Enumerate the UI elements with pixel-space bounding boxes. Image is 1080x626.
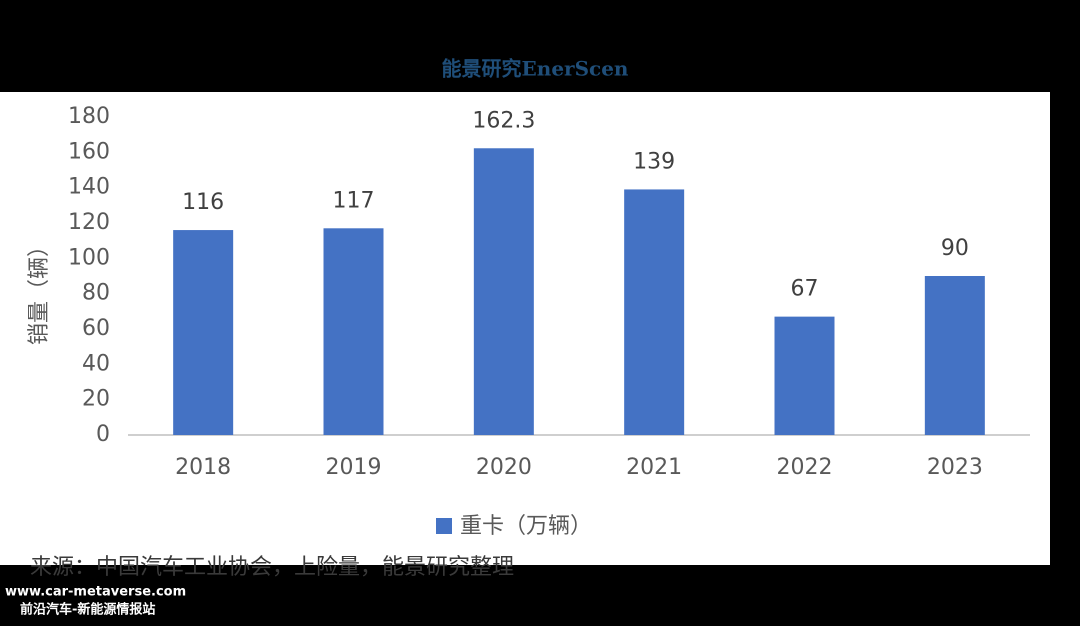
value-label: 117 bbox=[333, 188, 375, 213]
y-tick-label: 120 bbox=[68, 210, 110, 235]
y-tick-label: 180 bbox=[68, 104, 110, 129]
value-label: 162.3 bbox=[472, 108, 535, 133]
x-tick-label: 2021 bbox=[626, 455, 682, 480]
legend-label: 重卡（万辆） bbox=[460, 514, 592, 539]
bar bbox=[173, 230, 234, 435]
y-tick-label: 100 bbox=[68, 245, 110, 270]
y-tick-label: 40 bbox=[82, 351, 110, 376]
y-tick-label: 140 bbox=[68, 175, 110, 200]
y-axis-label: 销量（辆） bbox=[27, 235, 52, 345]
x-tick-label: 2020 bbox=[476, 455, 532, 480]
value-label: 116 bbox=[182, 190, 224, 215]
watermark-name: 前沿汽车-新能源情报站 bbox=[20, 602, 155, 618]
legend-swatch bbox=[436, 518, 452, 534]
bar bbox=[624, 189, 685, 435]
x-tick-label: 2023 bbox=[927, 455, 983, 480]
bar bbox=[323, 228, 384, 435]
watermark-url: www.car-metaverse.com bbox=[5, 585, 186, 600]
logo: 能景研究EnerScen bbox=[442, 57, 629, 81]
x-tick-label: 2018 bbox=[175, 455, 231, 480]
y-tick-label: 0 bbox=[96, 422, 110, 447]
value-label: 67 bbox=[791, 277, 819, 302]
value-label: 139 bbox=[633, 149, 675, 174]
bar bbox=[924, 276, 985, 435]
x-tick-label: 2022 bbox=[777, 455, 833, 480]
y-tick-label: 160 bbox=[68, 139, 110, 164]
y-tick-label: 60 bbox=[82, 316, 110, 341]
bar bbox=[473, 148, 534, 435]
source: 来源：中国汽车工业协会，上险量，能景研究整理 bbox=[30, 555, 514, 580]
x-tick-label: 2019 bbox=[326, 455, 382, 480]
value-label: 90 bbox=[941, 236, 969, 261]
y-tick-label: 20 bbox=[82, 387, 110, 412]
y-tick-label: 80 bbox=[82, 281, 110, 306]
bar bbox=[774, 316, 835, 435]
